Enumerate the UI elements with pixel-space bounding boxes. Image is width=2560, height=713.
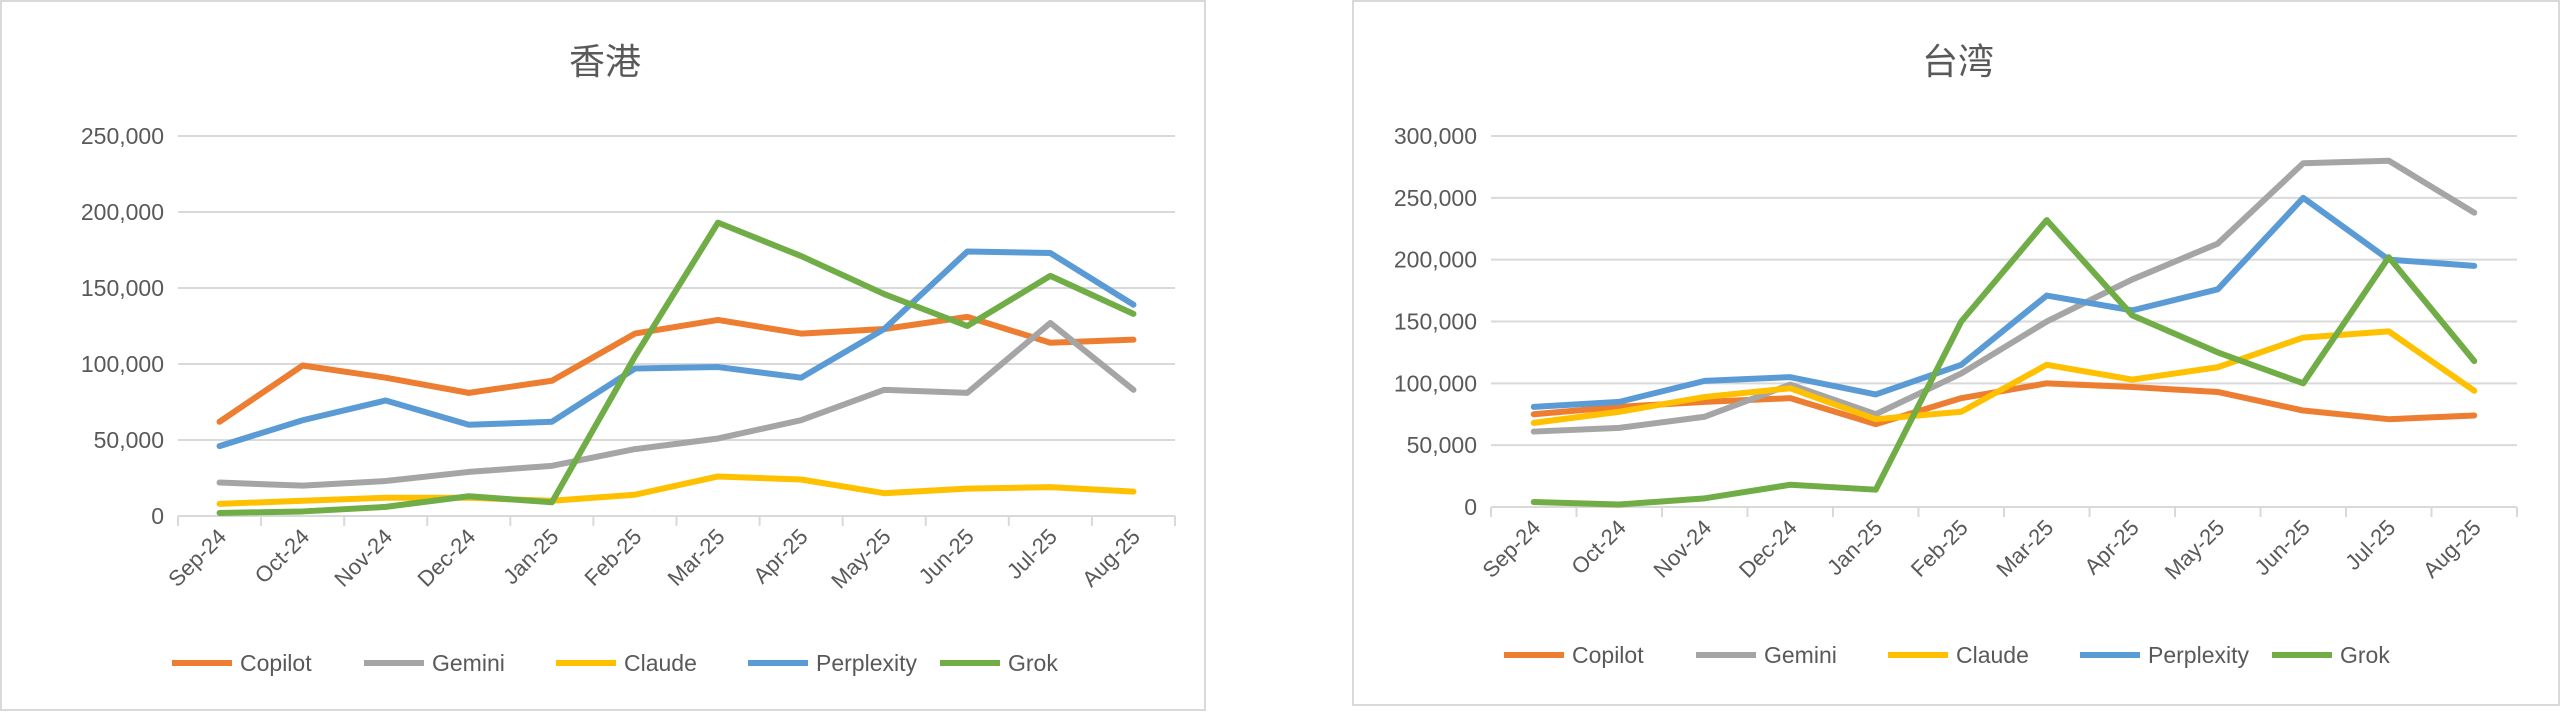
legend-label: Claude <box>1956 642 2029 668</box>
x-tick-label: Jun-25 <box>2250 515 2315 580</box>
x-tick-label: Jul-25 <box>1002 524 1062 584</box>
y-tick-label: 0 <box>1464 494 1477 520</box>
y-tick-label: 250,000 <box>81 123 164 149</box>
x-tick-label: May-25 <box>2160 515 2230 585</box>
chart-hong-kong: 香港 0 50,000 100,000 150,000 200,000 250,000 Sep… <box>0 0 1206 711</box>
x-tick-label: Oct-24 <box>1566 515 1630 579</box>
legend-label: Grok <box>2340 642 2390 668</box>
legend-label: Gemini <box>432 650 505 676</box>
x-tick-label: Mar-25 <box>1991 515 2058 582</box>
legend-label: Perplexity <box>2148 642 2249 668</box>
series-line-gemini <box>1530 157 2478 435</box>
x-tick-label: Jan-25 <box>1822 515 1887 580</box>
chart-taiwan: 台湾 0 50,000 100,000 150,000 200,000 250,000 300… <box>1352 0 2560 706</box>
legend-label: Perplexity <box>816 650 917 676</box>
y-tick-label: 150,000 <box>81 275 164 301</box>
series-line-claude <box>216 473 1137 507</box>
x-tick-label: Jul-25 <box>2340 515 2400 575</box>
y-tick-label: 150,000 <box>1394 309 1477 335</box>
y-tick-label: 100,000 <box>1394 370 1477 396</box>
y-tick-label: 100,000 <box>81 351 164 377</box>
x-tick-label: May-25 <box>826 524 896 594</box>
y-tick-label: 50,000 <box>94 427 164 453</box>
chart-svg: 香港 0 50,000 100,000 150,000 200,000 250,000 Sep… <box>81 41 1176 676</box>
x-tick-label: Mar-25 <box>663 524 730 591</box>
chart-title: 台湾 <box>1922 41 1994 82</box>
legend-label: Grok <box>1008 650 1058 676</box>
y-tick-label: 250,000 <box>1394 185 1477 211</box>
x-tick-label: Dec-24 <box>413 524 481 592</box>
legend-label: Copilot <box>240 650 312 676</box>
series-line-perplexity <box>216 248 1137 450</box>
x-tick-label: Apr-25 <box>748 524 812 588</box>
x-tick-label: Nov-24 <box>329 524 397 592</box>
series-line-gemini <box>216 319 1137 489</box>
series-line-claude <box>1530 328 2478 426</box>
legend-label: Gemini <box>1764 642 1837 668</box>
x-tick-label: Jun-25 <box>914 524 979 589</box>
series-line-copilot <box>216 313 1137 425</box>
x-tick-label: Oct-24 <box>250 524 314 588</box>
chart-svg: 台湾 0 50,000 100,000 150,000 200,000 250,000 300… <box>1394 41 2518 668</box>
x-tick-label: Aug-25 <box>2418 515 2486 583</box>
x-tick-label: Nov-24 <box>1648 515 1716 583</box>
legend-label: Claude <box>624 650 697 676</box>
x-tick-label: Dec-24 <box>1734 515 1802 583</box>
y-tick-label: 0 <box>151 503 164 529</box>
x-tick-label: Sep-24 <box>1477 515 1545 583</box>
series-line-perplexity <box>1530 194 2478 410</box>
y-tick-label: 200,000 <box>81 199 164 225</box>
x-tick-label: Feb-25 <box>580 524 647 591</box>
series-line-grok <box>1530 217 2478 508</box>
x-tick-label: Jan-25 <box>498 524 563 589</box>
y-tick-label: 200,000 <box>1394 247 1477 273</box>
x-tick-label: Sep-24 <box>163 524 231 592</box>
x-tick-label: Aug-25 <box>1077 524 1145 592</box>
x-tick-label: Feb-25 <box>1906 515 1973 582</box>
legend-label: Copilot <box>1572 642 1644 668</box>
y-tick-label: 300,000 <box>1394 123 1477 149</box>
series-line-grok <box>216 219 1137 516</box>
y-tick-label: 50,000 <box>1407 432 1477 458</box>
chart-title: 香港 <box>569 41 641 82</box>
x-tick-label: Apr-25 <box>2079 515 2143 579</box>
